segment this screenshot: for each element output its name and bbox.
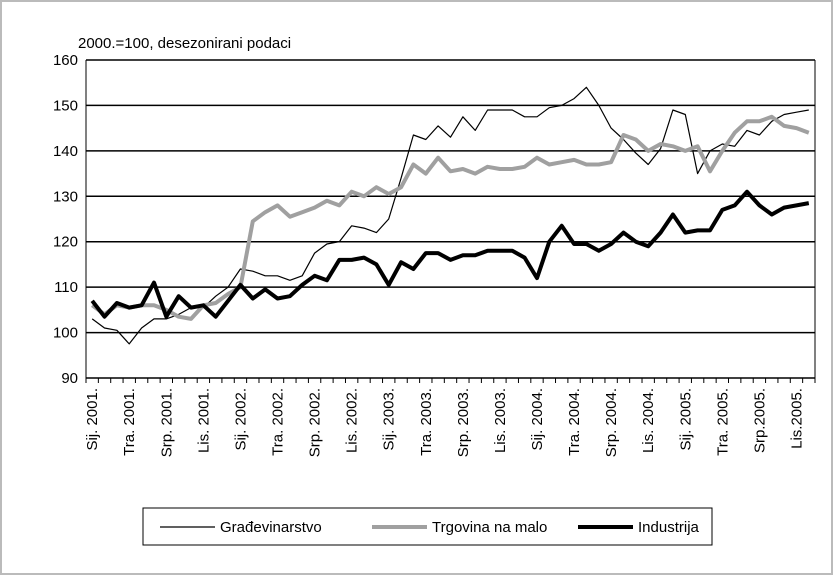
x-tick-label: Sij. 2002. (232, 388, 249, 451)
x-tick-label: Lis. 2004. (640, 388, 657, 453)
x-tick-label: Lis. 2003. (492, 388, 509, 453)
x-tick-label: Sij. 2003. (381, 388, 398, 451)
y-tick-label: 140 (53, 143, 78, 160)
x-tick-label: Srp. 2003. (455, 388, 472, 457)
x-tick-label: Srp.2005. (751, 388, 768, 453)
x-tick-label: Lis. 2002. (344, 388, 361, 453)
x-tick-label: Lis. 2001. (195, 388, 212, 453)
x-tick-label: Tra. 2004. (566, 388, 583, 456)
series-line (91, 86, 809, 345)
x-tick-label: Sij. 2005. (677, 388, 694, 451)
x-tick-label: Tra. 2003. (418, 388, 435, 456)
y-tick-label: 90 (61, 370, 78, 387)
y-tick-label: 100 (53, 325, 78, 342)
y-tick-label: 110 (54, 279, 78, 296)
y-tick-label: 120 (53, 234, 78, 251)
x-tick-label: Sij. 2001. (84, 388, 101, 451)
y-tick-label: 160 (53, 52, 78, 69)
y-tick-label: 150 (53, 97, 78, 114)
x-tick-label: Tra. 2005. (714, 388, 731, 456)
x-tick-label: Lis.2005. (788, 388, 805, 449)
series-line (90, 189, 810, 319)
y-tick-label: 130 (53, 188, 78, 205)
chart-subtitle: 2000.=100, desezonirani podaci (78, 35, 291, 52)
x-tick-label: Sij. 2004. (529, 388, 546, 451)
x-tick-label: Srp. 2004. (603, 388, 620, 457)
x-tick-label: Tra. 2001. (121, 388, 138, 456)
x-tick-label: Srp. 2002. (307, 388, 324, 457)
series-line (91, 114, 810, 321)
x-tick-label: Srp. 2001. (158, 388, 175, 457)
x-tick-label: Tra. 2002. (270, 388, 287, 456)
legend-label: Trgovina na malo (432, 519, 547, 536)
legend-label: Industrija (638, 519, 700, 536)
legend-label: Građevinarstvo (220, 519, 322, 536)
